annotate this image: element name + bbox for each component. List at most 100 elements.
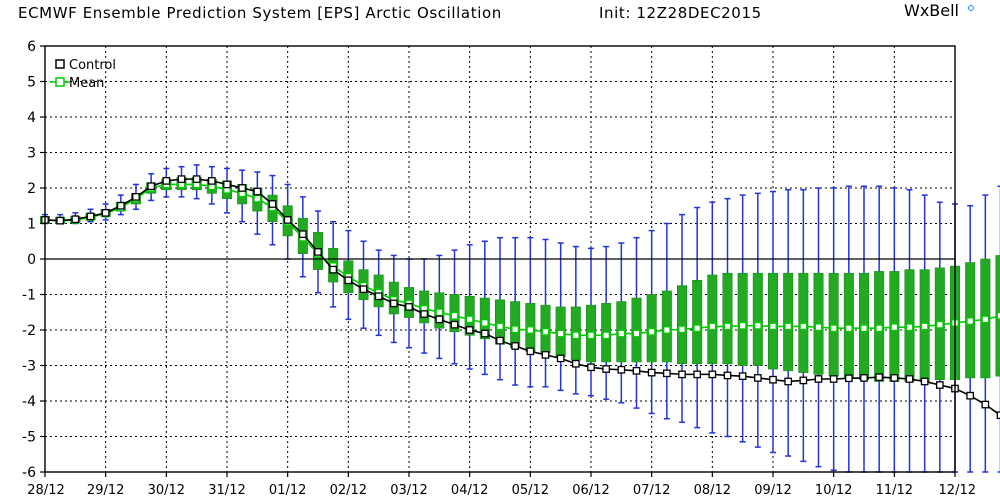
control-marker: [602, 365, 611, 373]
brand-logo: WxBell: [904, 1, 959, 20]
percentile-box: [722, 272, 733, 365]
control-marker: [678, 370, 686, 379]
control-marker: [587, 363, 595, 372]
x-tick-label: 28/12: [27, 483, 64, 498]
x-tick-label: 11/12: [876, 483, 913, 498]
mean-marker: [860, 324, 868, 333]
x-tick-label: 07/12: [633, 483, 670, 498]
legend-control-label: Control: [69, 58, 116, 73]
mean-marker: [920, 322, 929, 331]
mean-line: [44, 183, 1000, 337]
mean-marker: [981, 315, 990, 324]
mean-marker: [875, 324, 884, 333]
legend: Control Mean: [50, 58, 116, 91]
mean-marker: [556, 329, 565, 338]
control-marker: [814, 375, 823, 383]
mean-marker: [450, 311, 459, 320]
control-marker: [966, 391, 975, 400]
control-marker: [844, 374, 853, 383]
y-tick-label: 1: [27, 217, 36, 233]
mean-marker: [753, 321, 762, 330]
control-marker: [647, 368, 656, 377]
mean-marker: [541, 327, 550, 336]
y-tick-label: 4: [27, 110, 36, 126]
mean-marker: [617, 329, 626, 338]
control-marker: [207, 177, 216, 185]
control-marker: [496, 336, 504, 345]
control-marker: [223, 180, 231, 189]
percentile-box: [510, 301, 521, 349]
control-marker: [314, 248, 322, 256]
mean-marker: [905, 323, 914, 332]
control-marker: [632, 366, 641, 375]
control-marker: [738, 372, 747, 381]
y-tick-label: 3: [27, 146, 36, 162]
percentile-box: [676, 285, 688, 365]
control-marker: [359, 285, 368, 294]
control-marker: [435, 315, 444, 324]
control-marker: [71, 215, 80, 224]
control-marker: [465, 326, 474, 334]
x-tick-label: 10/12: [815, 483, 852, 498]
mean-marker: [526, 326, 535, 334]
x-tick-label: 08/12: [694, 483, 731, 498]
mean-marker: [435, 308, 444, 317]
legend-mean-marker: [55, 77, 65, 87]
y-tick-label: -1: [22, 288, 36, 304]
x-tick-label: 03/12: [390, 483, 427, 498]
x-tick-label: 29/12: [87, 483, 124, 498]
mean-marker: [738, 321, 747, 330]
y-tick-label: -2: [22, 323, 36, 339]
percentile-boxes: [39, 177, 1000, 382]
mean-marker: [587, 331, 595, 340]
mean-marker: [662, 326, 671, 334]
control-marker: [556, 354, 565, 363]
x-tick-label: 30/12: [148, 483, 185, 498]
y-tick-label: 0: [27, 252, 36, 268]
control-line: [44, 178, 1000, 416]
y-tick-label: -6: [22, 465, 36, 481]
x-tick-label: 05/12: [512, 483, 549, 498]
mean-marker: [844, 324, 853, 333]
control-marker: [101, 208, 110, 217]
control-marker: [693, 370, 702, 379]
percentile-box: [752, 272, 763, 366]
init-time: Init: 12Z28DEC2015: [599, 4, 762, 22]
mean-marker: [829, 324, 838, 333]
mean-marker: [632, 329, 641, 338]
legend-mean-label: Mean: [69, 76, 104, 91]
x-tick-label: 09/12: [754, 483, 791, 498]
percentile-box: [479, 297, 490, 340]
control-marker: [253, 187, 262, 196]
control-marker: [192, 175, 201, 183]
mean-marker: [814, 323, 823, 332]
percentile-box: [707, 274, 718, 365]
mean-marker: [678, 325, 686, 334]
mean-marker: [647, 327, 656, 336]
control-marker: [890, 374, 899, 382]
x-tick-label: 02/12: [330, 483, 367, 498]
control-marker: [283, 216, 292, 224]
control-marker: [389, 299, 398, 308]
control-marker: [420, 310, 429, 318]
mean-marker: [723, 322, 732, 331]
percentile-box: [692, 279, 703, 365]
control-marker: [132, 193, 140, 201]
y-tick-label: 6: [27, 39, 36, 55]
control-marker: [86, 212, 95, 221]
mean-marker: [769, 322, 777, 331]
brand-dot-icon: [968, 5, 974, 11]
control-marker: [769, 375, 777, 384]
control-marker: [935, 381, 944, 389]
control-marker: [298, 230, 307, 238]
control-marker: [526, 347, 535, 356]
control-marker: [981, 400, 990, 409]
control-marker: [784, 377, 793, 386]
control-marker: [829, 375, 838, 383]
x-tick-label: 04/12: [451, 483, 488, 498]
y-tick-label: 5: [27, 75, 36, 91]
mean-marker: [890, 323, 899, 332]
control-marker: [116, 201, 125, 210]
control-marker: [753, 374, 762, 382]
